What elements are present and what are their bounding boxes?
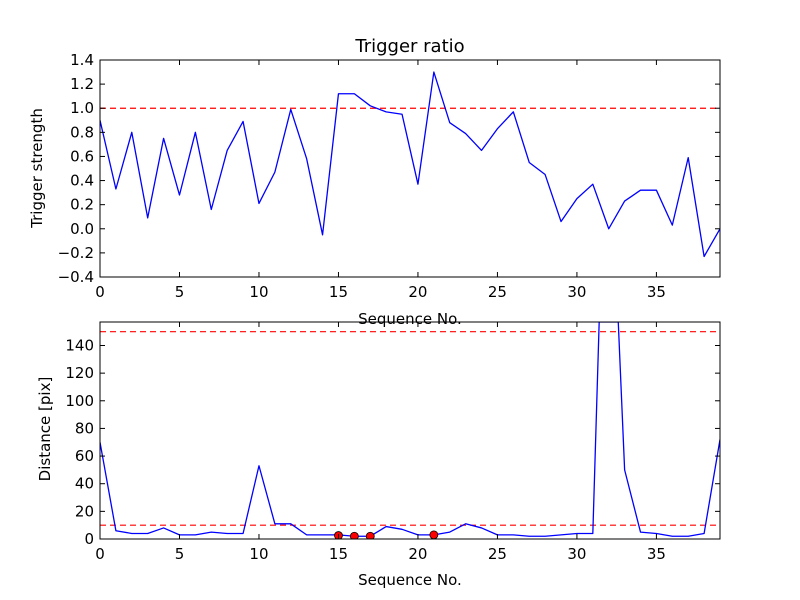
distance-x-tick-label: 10 — [249, 545, 268, 563]
trigger-y-tick-label: 1.2 — [70, 75, 94, 93]
distance-subplot: Sequence No. Distance [pix] 0 5 10 15 20 25 30… — [36, 321, 721, 589]
trigger-x-tick-label: 30 — [567, 283, 586, 301]
trigger-data-layer — [100, 71, 720, 258]
trigger-y-tick-label: 0.8 — [70, 123, 94, 141]
distance-x-axis-label: Sequence No. — [358, 571, 462, 589]
distance-y-tick-label: 0 — [84, 530, 94, 548]
trigger-series-line-0 — [100, 71, 720, 258]
distance-marker-point — [349, 531, 359, 539]
trigger-y-tick-label: −0.2 — [58, 244, 94, 262]
distance-marker-point — [429, 530, 439, 539]
distance-x-tick-label: 25 — [488, 545, 507, 563]
trigger-plot-area — [99, 59, 721, 278]
distance-y-tick-label: 140 — [65, 336, 94, 354]
trigger-x-tick-label: 15 — [329, 283, 348, 301]
distance-x-tick-label: 20 — [408, 545, 427, 563]
distance-ticks: 0 5 10 15 20 25 30 35 0 20 40 60 80 100 120 140 — [65, 322, 720, 563]
distance-y-tick-label: 80 — [75, 419, 94, 437]
trigger-x-tick-label: 5 — [175, 283, 185, 301]
trigger-chart-title: Trigger ratio — [354, 36, 464, 57]
trigger-y-tick-label: 0.4 — [70, 172, 94, 190]
distance-x-tick-label: 35 — [647, 545, 666, 563]
distance-x-tick-label: 15 — [329, 545, 348, 563]
trigger-x-tick-label: 0 — [95, 283, 105, 301]
trigger-y-axis-label: Trigger strength — [28, 108, 46, 229]
distance-x-tick-label: 30 — [567, 545, 586, 563]
trigger-y-tick-label: 1.0 — [70, 99, 94, 117]
distance-y-tick-label: 100 — [65, 392, 94, 410]
distance-x-tick-label: 5 — [175, 545, 185, 563]
trigger-y-tick-label: −0.4 — [58, 268, 94, 286]
trigger-ratio-subplot: Trigger ratio Sequence No. Trigger stren… — [28, 36, 721, 328]
trigger-ticks: 0 5 10 15 20 25 30 35 −0.4 −0.2 0.0 0.2 0.4 0.6 0.8 1.0… — [58, 51, 720, 301]
trigger-x-tick-label: 35 — [647, 283, 666, 301]
distance-y-tick-label: 40 — [75, 475, 94, 493]
trigger-y-tick-label: 0.2 — [70, 196, 94, 214]
trigger-y-tick-label: 0.0 — [70, 220, 94, 238]
trigger-x-tick-label: 10 — [249, 283, 268, 301]
trigger-x-tick-label: 20 — [408, 283, 427, 301]
trigger-x-tick-label: 25 — [488, 283, 507, 301]
trigger-x-axis-label: Sequence No. — [358, 310, 462, 328]
distance-x-tick-label: 0 — [95, 545, 105, 563]
distance-y-tick-label: 20 — [75, 502, 94, 520]
distance-marker-point — [365, 531, 375, 539]
distance-axes-frame — [99, 321, 721, 540]
distance-y-tick-label: 60 — [75, 447, 94, 465]
trigger-y-tick-label: 1.4 — [70, 51, 94, 69]
distance-y-axis-label: Distance [pix] — [36, 377, 54, 482]
trigger-y-tick-label: 0.6 — [70, 147, 94, 165]
trigger-axes-frame — [99, 59, 721, 278]
distance-y-tick-label: 120 — [65, 364, 94, 382]
